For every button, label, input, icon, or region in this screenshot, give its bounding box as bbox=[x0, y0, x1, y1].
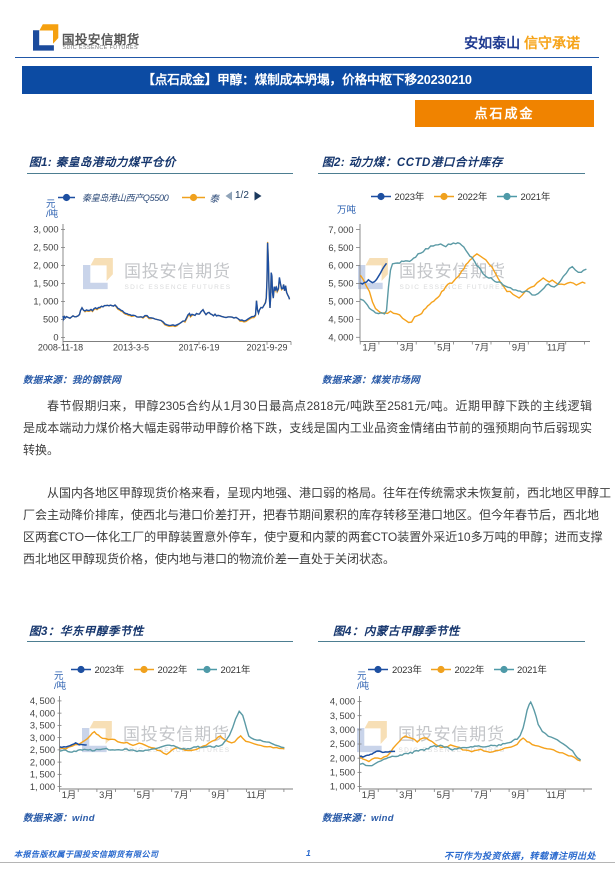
svg-text:11月: 11月 bbox=[247, 790, 266, 800]
svg-text:11月: 11月 bbox=[547, 790, 566, 800]
svg-text:5, 000: 5, 000 bbox=[328, 297, 353, 307]
svg-text:5月: 5月 bbox=[437, 343, 451, 353]
svg-text:5月: 5月 bbox=[137, 790, 151, 800]
svg-text:SDIC ESSENCE FUTURES: SDIC ESSENCE FUTURES bbox=[124, 747, 231, 754]
svg-text:1, 000: 1, 000 bbox=[330, 782, 355, 792]
svg-text:9月: 9月 bbox=[512, 343, 526, 353]
svg-text:3月: 3月 bbox=[399, 790, 413, 800]
svg-text:5月: 5月 bbox=[437, 790, 451, 800]
svg-text:500: 500 bbox=[43, 315, 59, 325]
svg-text:1, 000: 1, 000 bbox=[33, 297, 58, 307]
svg-text:0: 0 bbox=[53, 333, 58, 343]
svg-text:2, 500: 2, 500 bbox=[330, 739, 355, 749]
svg-text:2, 500: 2, 500 bbox=[33, 243, 58, 253]
svg-text:国投安信期货: 国投安信期货 bbox=[398, 725, 505, 744]
svg-text:1, 500: 1, 500 bbox=[30, 770, 55, 780]
svg-text:5, 500: 5, 500 bbox=[328, 279, 353, 289]
svg-text:6, 000: 6, 000 bbox=[328, 261, 353, 271]
svg-text:2013-3-5: 2013-3-5 bbox=[113, 343, 149, 353]
svg-text:2, 500: 2, 500 bbox=[30, 745, 55, 755]
svg-text:11月: 11月 bbox=[547, 343, 566, 353]
svg-text:1月: 1月 bbox=[362, 790, 376, 800]
svg-text:3月: 3月 bbox=[400, 343, 414, 353]
svg-text:4, 500: 4, 500 bbox=[328, 315, 353, 325]
svg-text:SDIC ESSENCE FUTURES: SDIC ESSENCE FUTURES bbox=[399, 747, 506, 754]
svg-text:4, 500: 4, 500 bbox=[30, 696, 55, 706]
svg-text:7月: 7月 bbox=[475, 343, 489, 353]
svg-text:7, 000: 7, 000 bbox=[328, 225, 353, 235]
svg-text:4, 000: 4, 000 bbox=[328, 333, 353, 343]
svg-text:2008-11-18: 2008-11-18 bbox=[38, 343, 83, 353]
svg-text:SDIC ESSENCE FUTURES: SDIC ESSENCE FUTURES bbox=[125, 284, 232, 291]
svg-text:2, 000: 2, 000 bbox=[330, 753, 355, 763]
svg-text:3月: 3月 bbox=[99, 790, 113, 800]
svg-text:3, 000: 3, 000 bbox=[30, 733, 55, 743]
svg-text:1, 000: 1, 000 bbox=[30, 782, 55, 792]
svg-text:1月: 1月 bbox=[362, 343, 376, 353]
svg-text:6, 500: 6, 500 bbox=[328, 243, 353, 253]
svg-text:3, 500: 3, 500 bbox=[330, 711, 355, 721]
svg-text:9月: 9月 bbox=[511, 790, 525, 800]
svg-text:3, 000: 3, 000 bbox=[330, 725, 355, 735]
svg-text:2017-6-19: 2017-6-19 bbox=[178, 343, 219, 353]
svg-text:国投安信期货: 国投安信期货 bbox=[123, 725, 230, 744]
svg-text:2, 000: 2, 000 bbox=[30, 757, 55, 767]
svg-text:3, 500: 3, 500 bbox=[30, 721, 55, 731]
svg-text:9月: 9月 bbox=[211, 790, 225, 800]
svg-text:国投安信期货: 国投安信期货 bbox=[124, 262, 231, 281]
svg-text:7月: 7月 bbox=[474, 790, 488, 800]
svg-text:7月: 7月 bbox=[174, 790, 188, 800]
svg-text:1, 500: 1, 500 bbox=[330, 768, 355, 778]
svg-text:2, 000: 2, 000 bbox=[33, 261, 58, 271]
svg-text:4, 000: 4, 000 bbox=[330, 697, 355, 707]
svg-text:SDIC ESSENCE FUTURES: SDIC ESSENCE FUTURES bbox=[400, 284, 507, 291]
svg-text:3, 000: 3, 000 bbox=[33, 225, 58, 235]
svg-text:1, 500: 1, 500 bbox=[33, 279, 58, 289]
svg-text:2021-9-29: 2021-9-29 bbox=[246, 343, 287, 353]
svg-text:4, 000: 4, 000 bbox=[30, 708, 55, 718]
svg-text:1月: 1月 bbox=[62, 790, 76, 800]
